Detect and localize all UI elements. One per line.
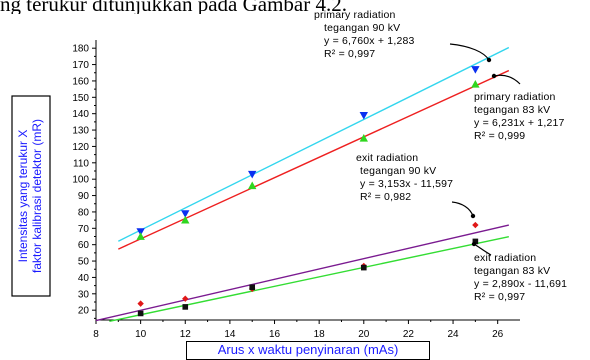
x-tick-label: 8: [93, 329, 99, 340]
y-tick-label: 100: [72, 175, 89, 186]
x-tick-label: 12: [180, 329, 192, 340]
data-point: [248, 181, 257, 190]
x-tick-label: 16: [269, 329, 281, 340]
arrow-exit-90: [451, 201, 474, 217]
data-point: [472, 221, 479, 229]
annotation-line: y = 6,231x + 1,217: [474, 117, 565, 129]
x-tick-label: 22: [403, 329, 415, 340]
y-tick-label: 80: [78, 207, 90, 218]
fit-line: [118, 46, 510, 242]
y-tick-label: 50: [78, 257, 90, 268]
arrow-primary-83-head: [491, 73, 497, 79]
data-point: [248, 170, 257, 179]
y-tick-label: 30: [78, 289, 90, 300]
data-point: [136, 228, 145, 236]
fit-line: [95, 224, 509, 322]
data-point: [359, 134, 368, 142]
y-tick-label: 150: [72, 93, 89, 104]
fit-line: [118, 69, 510, 250]
data-points: [136, 66, 480, 317]
x-axis-label: Arus x waktu penyinaran (mAs): [186, 341, 430, 360]
arrow-primary-83: [493, 74, 521, 85]
y-tick-label: 170: [72, 60, 89, 71]
x-tick-label: 10: [135, 329, 147, 340]
y-tick-label: 60: [78, 240, 90, 251]
annotation-line: primary radiation: [314, 9, 396, 21]
annotation-line: exit radiation: [356, 152, 418, 164]
y-tick-label: 180: [72, 44, 89, 55]
annotation-line: y = 6,760x + 1,283: [324, 35, 415, 47]
x-tick-label: 20: [358, 329, 370, 340]
fit-line: [109, 235, 509, 323]
fit-lines: [95, 46, 510, 323]
annotation-line: primary radiation: [474, 91, 556, 103]
y-label-line-1: Intensitas yang terukur X: [16, 130, 30, 263]
data-point: [360, 264, 367, 271]
y-tick-label: 160: [72, 76, 89, 87]
annotation-line: y = 3,153x - 11,597: [360, 178, 453, 190]
data-point: [137, 300, 144, 307]
annotation-line: R² = 0,997: [324, 48, 375, 60]
data-point: [471, 66, 480, 74]
data-point: [249, 284, 256, 291]
y-tick-label: 40: [78, 273, 90, 284]
arrow-primary-90: [449, 43, 490, 61]
caption-fragment: ng terukur ditunjukkan pada Gambar 4.2.: [0, 0, 347, 14]
data-point: [471, 80, 480, 88]
annotation-line: y = 2,890x - 11,691: [474, 278, 567, 290]
y-tick-label: 20: [78, 306, 90, 317]
data-point: [359, 111, 368, 120]
y-tick-label: 140: [72, 109, 89, 120]
arrow-exit-90-head: [470, 213, 476, 219]
y-tick-label: 70: [78, 224, 90, 235]
annotation-line: R² = 0,999: [474, 130, 525, 142]
annotation-line: tegangan 90 kV: [360, 165, 436, 177]
y-label-box: [11, 95, 51, 297]
arrow-exit-83-head: [471, 241, 477, 247]
x-tick-label: 18: [314, 329, 326, 340]
annotation-line: exit radiation: [474, 252, 536, 264]
axes: 20 30 40 50 60 70 80 90 100 110 120 130 140 150 160 170…: [72, 40, 520, 340]
data-point: [472, 238, 479, 245]
annotation-line: R² = 0,997: [474, 291, 525, 303]
data-point: [181, 210, 190, 218]
data-point: [137, 310, 144, 317]
data-point: [181, 215, 190, 224]
data-point: [182, 295, 189, 302]
x-tick-label: 14: [224, 329, 236, 340]
annotation-line: tegangan 83 kV: [474, 104, 550, 116]
arrow-primary-90-head: [486, 57, 492, 63]
data-point: [136, 232, 145, 240]
x-tick-label: 24: [447, 329, 459, 340]
y-label-line-2: faktor kalibrasi detektor (mR): [30, 119, 44, 273]
annotation-line: tegangan 83 kV: [474, 265, 550, 277]
data-point: [182, 304, 189, 310]
y-tick-label: 110: [73, 158, 89, 169]
annotation-line: tegangan 90 kV: [324, 22, 400, 34]
y-tick-label: 120: [72, 142, 89, 153]
x-tick-label: 26: [492, 329, 504, 340]
annotation-line: R² = 0,982: [360, 191, 411, 203]
y-tick-label: 130: [72, 126, 89, 137]
y-tick-label: 90: [78, 191, 90, 202]
